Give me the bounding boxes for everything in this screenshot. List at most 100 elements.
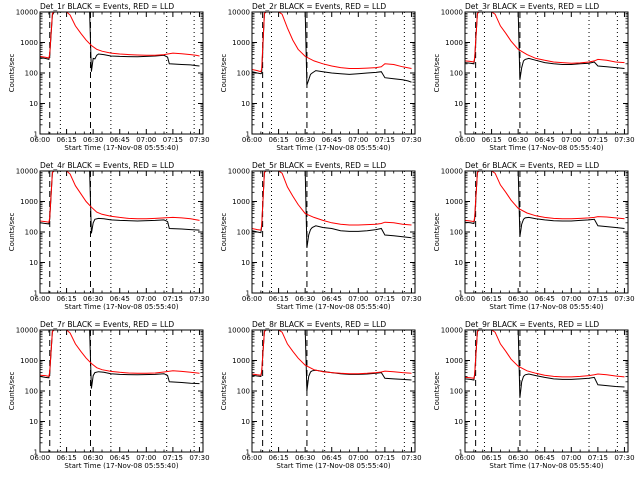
panel-title: Det_1r BLACK = Events, RED = LLD <box>40 2 174 11</box>
y-tick-label: 10000 <box>16 327 38 335</box>
series-lld-line <box>252 171 412 231</box>
y-tick-label: 10000 <box>228 9 250 17</box>
y-tick-label: 10000 <box>441 168 463 176</box>
y-tick-label: 1 <box>34 290 38 298</box>
x-tick-label: 06:00 <box>30 136 50 144</box>
x-tick-label: 07:00 <box>348 295 368 303</box>
series-events-line <box>40 171 200 234</box>
x-tick-label: 07:30 <box>401 136 421 144</box>
x-tick-label: 06:00 <box>242 136 262 144</box>
x-axis-label: Start Time (17-Nov-08 05:55:40) <box>489 303 603 311</box>
x-tick-label: 06:45 <box>535 295 555 303</box>
y-tick-label: 1000 <box>20 39 38 47</box>
x-tick-label: 07:00 <box>348 136 368 144</box>
y-axis-label: Counts/sec <box>220 54 228 93</box>
x-axis-label: Start Time (17-Nov-08 05:55:40) <box>489 462 603 470</box>
y-tick-label: 1000 <box>445 39 463 47</box>
plot-frame <box>251 11 416 135</box>
x-tick-label: 06:30 <box>295 136 315 144</box>
series-events-line <box>465 12 625 80</box>
series-lld-line <box>40 12 200 59</box>
y-tick-label: 10 <box>241 418 250 426</box>
x-tick-label: 07:30 <box>189 295 209 303</box>
x-tick-label: 06:15 <box>268 454 288 462</box>
y-tick-label: 10000 <box>16 9 38 17</box>
x-tick-label: 06:00 <box>455 295 475 303</box>
y-tick-label: 10 <box>454 418 463 426</box>
series-lld-line <box>40 330 200 378</box>
y-axis-label: Counts/sec <box>220 372 228 411</box>
series-lld-line <box>465 171 625 223</box>
y-tick-label: 1 <box>34 449 38 457</box>
y-tick-label: 1000 <box>20 198 38 206</box>
x-tick-label: 06:00 <box>30 295 50 303</box>
x-tick-label: 07:30 <box>401 454 421 462</box>
y-tick-label: 1000 <box>232 357 250 365</box>
y-tick-label: 1 <box>459 449 463 457</box>
y-axis-label: Counts/sec <box>433 372 441 411</box>
panel-title: Det_4r BLACK = Events, RED = LLD <box>40 161 174 170</box>
y-tick-label: 1 <box>459 131 463 139</box>
series-events-line <box>252 330 412 392</box>
x-axis-label: Start Time (17-Nov-08 05:55:40) <box>64 462 178 470</box>
y-tick-label: 100 <box>450 388 463 396</box>
plot-frame <box>464 329 629 453</box>
y-tick-label: 10000 <box>16 168 38 176</box>
x-tick-label: 06:00 <box>30 454 50 462</box>
x-tick-label: 06:30 <box>295 454 315 462</box>
series-lld-line <box>252 12 412 73</box>
x-tick-label: 06:45 <box>322 454 342 462</box>
series-events-line <box>40 330 200 389</box>
x-tick-label: 06:00 <box>242 295 262 303</box>
x-tick-label: 07:00 <box>136 295 156 303</box>
series-events-line <box>465 330 625 398</box>
x-tick-label: 06:00 <box>242 454 262 462</box>
y-tick-label: 1000 <box>445 198 463 206</box>
y-tick-label: 1 <box>246 449 250 457</box>
y-axis-label: Counts/sec <box>8 213 16 252</box>
y-tick-label: 10 <box>241 259 250 267</box>
panel-2: Det_2r BLACK = Events, RED = LLD 1 10 100 10… <box>220 2 422 152</box>
x-tick-label: 07:00 <box>136 454 156 462</box>
x-axis-label: Start Time (17-Nov-08 05:55:40) <box>276 144 390 152</box>
x-tick-label: 06:15 <box>56 454 76 462</box>
y-axis-label: Counts/sec <box>8 54 16 93</box>
y-tick-label: 10000 <box>228 327 250 335</box>
x-tick-label: 07:15 <box>375 136 395 144</box>
x-axis-label: Start Time (17-Nov-08 05:55:40) <box>276 462 390 470</box>
y-tick-label: 1 <box>246 131 250 139</box>
x-axis-label: Start Time (17-Nov-08 05:55:40) <box>64 303 178 311</box>
x-tick-label: 06:15 <box>481 454 501 462</box>
x-tick-label: 06:45 <box>535 136 555 144</box>
x-tick-label: 06:30 <box>295 295 315 303</box>
y-tick-label: 100 <box>25 388 38 396</box>
x-axis-label: Start Time (17-Nov-08 05:55:40) <box>276 303 390 311</box>
y-tick-label: 1 <box>459 290 463 298</box>
x-tick-label: 07:15 <box>588 295 608 303</box>
x-axis-label: Start Time (17-Nov-08 05:55:40) <box>64 144 178 152</box>
plot-frame <box>39 11 204 135</box>
x-tick-label: 07:30 <box>189 136 209 144</box>
plot-frame <box>464 11 629 135</box>
x-tick-label: 06:15 <box>481 295 501 303</box>
y-tick-label: 1 <box>246 290 250 298</box>
y-tick-label: 100 <box>450 70 463 78</box>
plot-frame <box>39 329 204 453</box>
y-tick-label: 100 <box>25 70 38 78</box>
x-tick-label: 06:30 <box>508 136 528 144</box>
y-axis-label: Counts/sec <box>433 54 441 93</box>
series-lld-line <box>465 330 625 379</box>
x-tick-label: 07:00 <box>561 454 581 462</box>
series-events-line <box>252 171 412 248</box>
plot-frame <box>251 329 416 453</box>
x-tick-label: 06:30 <box>83 295 103 303</box>
panel-4: Det_4r BLACK = Events, RED = LLD 1 10 100 10… <box>8 161 210 311</box>
y-axis-label: Counts/sec <box>433 213 441 252</box>
x-tick-label: 06:45 <box>110 136 130 144</box>
x-tick-label: 07:30 <box>189 454 209 462</box>
x-tick-label: 06:30 <box>83 454 103 462</box>
y-axis-label: Counts/sec <box>220 213 228 252</box>
y-tick-label: 10 <box>454 100 463 108</box>
x-tick-label: 07:30 <box>614 136 634 144</box>
